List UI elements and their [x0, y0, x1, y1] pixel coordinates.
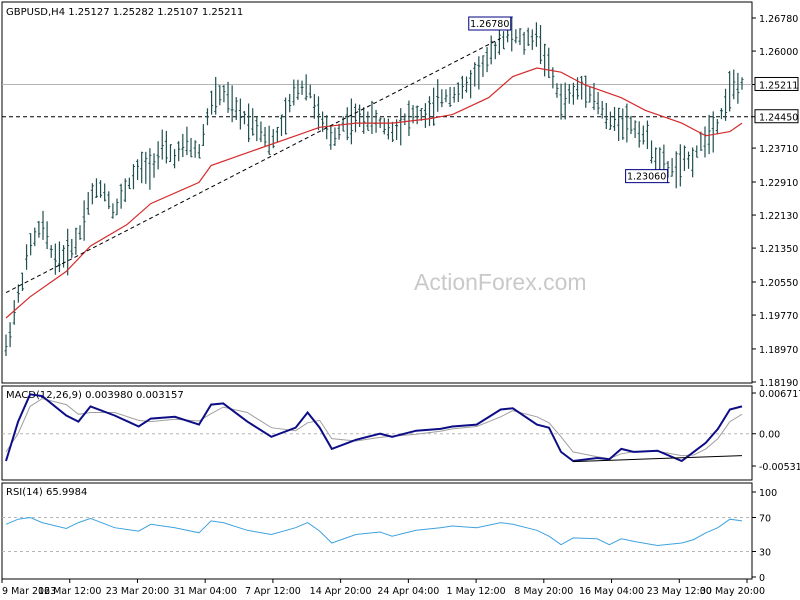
x-tick-label: 31 Mar 04:00: [173, 586, 236, 597]
moving-average-line: [5, 67, 743, 319]
x-tick-label: 1 May 12:00: [447, 586, 506, 597]
x-tick-label: 30 May 20:00: [700, 586, 765, 597]
macd-y-label: 0.006717: [759, 389, 800, 400]
macd-panel-frame: [1, 385, 753, 481]
x-tick-label: 23 Mar 20:00: [106, 586, 169, 597]
rsi-lines: [5, 516, 743, 547]
rsi-y-label: 0: [759, 573, 765, 584]
price-y-label: 1.25211: [759, 80, 798, 91]
price-y-label: 1.24450: [759, 113, 798, 124]
price-bars: [4, 16, 744, 357]
price-y-label: 1.18970: [759, 345, 798, 356]
rsi-panel-frame: [1, 482, 753, 580]
x-tick-label: 14 Apr 20:00: [310, 586, 372, 597]
x-tick-label: 9 Mar 2023: [2, 586, 56, 597]
rsi-y-label: 100: [759, 488, 777, 499]
trendline: [5, 37, 501, 294]
watermark: ActionForex.com: [414, 269, 587, 295]
price-y-axis: 1.26780 1.26000 1.25211 1.24450 1.23710 1.229…: [752, 14, 799, 389]
annotation-label-high: 1.26780: [470, 19, 509, 30]
x-tick-label: 23 May 12:00: [647, 586, 712, 597]
x-tick-label: 16 May 04:00: [579, 586, 644, 597]
price-y-highlight: [754, 109, 799, 124]
price-panel-frame: [1, 1, 753, 384]
macd-title: MACD(12,26,9) 0.003980 0.003157: [6, 390, 184, 401]
price-y-highlight: [754, 76, 799, 91]
rsi-y-axis: 100 70 30 0: [752, 488, 777, 584]
price-y-label: 1.20550: [759, 278, 798, 289]
rsi-y-label: 70: [759, 514, 771, 525]
price-y-label: 1.19770: [759, 311, 798, 322]
macd-y-label: -0.005318: [759, 462, 800, 473]
x-tick-label: 7 Apr 12:00: [245, 586, 301, 597]
price-annotations: 1.26780 1.23060: [468, 16, 670, 184]
price-y-label: 1.26000: [759, 47, 798, 58]
price-y-label: 1.22130: [759, 211, 798, 222]
annotation-box-low: [625, 169, 669, 184]
x-tick-label: 8 May 20:00: [514, 586, 573, 597]
macd-y-axis: 0.006717 0.00 -0.005318: [752, 389, 800, 473]
annotation-label-low: 1.23060: [627, 172, 666, 183]
x-tick-label: 16 Mar 12:00: [38, 586, 101, 597]
macd-line: [5, 393, 743, 463]
macd-divergence-line: [573, 455, 743, 463]
annotation-box-high: [468, 16, 512, 31]
price-header: GBPUSD,H4 1.25127 1.25282 1.25107 1.2521…: [6, 7, 243, 18]
macd-y-label: 0.00: [759, 430, 780, 441]
price-y-label: 1.26780: [759, 14, 798, 25]
price-y-label: 1.21350: [759, 244, 798, 255]
price-y-label: 1.22910: [759, 178, 798, 189]
price-trend: [5, 37, 501, 294]
macd-lines: [5, 393, 743, 463]
rsi-line: [5, 516, 743, 547]
price-y-label: 1.18190: [759, 378, 798, 389]
rsi-guides: [2, 517, 752, 552]
rsi-title: RSI(14) 65.9984: [6, 487, 87, 498]
price-y-label: 1.23710: [759, 144, 798, 155]
price-ma: [5, 67, 743, 319]
rsi-y-label: 30: [759, 548, 771, 559]
x-tick-label: 24 Apr 04:00: [377, 586, 439, 597]
